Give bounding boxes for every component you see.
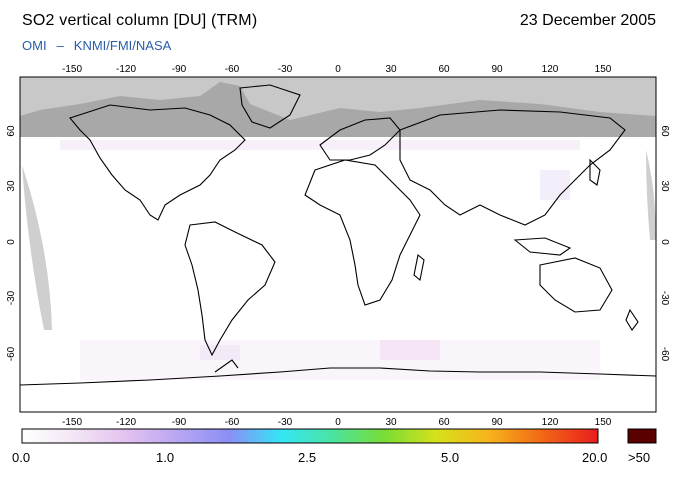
lat-tick-left: -60 [6, 346, 17, 361]
lon-tick-bottom: -150 [62, 417, 82, 428]
lat-tick-right: 0 [659, 239, 670, 245]
coastlines [20, 84, 656, 386]
lat-tick-right: 60 [659, 125, 670, 137]
lon-tick-top: -60 [225, 64, 240, 75]
lon-tick-bottom: -120 [116, 417, 136, 428]
lon-tick-bottom: -90 [172, 417, 187, 428]
colorbar-label: 20.0 [582, 450, 608, 465]
lon-tick-bottom: 150 [595, 417, 612, 428]
credit-institutions: KNMI/FMI/NASA [73, 38, 172, 53]
lat-ticks-left: 60 30 0 -30 -60 [6, 125, 17, 361]
lon-tick-bottom: 0 [335, 417, 341, 428]
lat-tick-left: 30 [6, 180, 17, 192]
lat-tick-left: -30 [6, 290, 17, 305]
colorbar-label: 5.0 [441, 450, 460, 465]
lat-tick-left: 0 [6, 239, 17, 245]
lat-tick-right: -60 [659, 347, 670, 362]
lon-tick-top: -30 [278, 64, 293, 75]
colorbar-label: 1.0 [156, 450, 175, 465]
lon-tick-top: 0 [335, 64, 341, 75]
credit-dash: – [56, 38, 64, 53]
lat-tick-left: 60 [6, 125, 17, 137]
lon-tick-bottom: -30 [278, 417, 293, 428]
lon-ticks-top: -150 -120 -90 -60 -30 0 30 60 90 120 150 [62, 64, 612, 75]
lon-tick-top: -90 [172, 64, 187, 75]
lon-tick-top: -150 [62, 64, 82, 75]
lon-tick-top: 60 [438, 64, 450, 75]
lon-tick-bottom: -60 [225, 417, 240, 428]
lat-ticks-right: 60 30 0 -30 -60 [659, 125, 670, 361]
lat-tick-right: -30 [659, 291, 670, 306]
lat-tick-right: 30 [659, 180, 670, 192]
colorbar-label: >50 [628, 450, 651, 465]
swath-gap-west [22, 165, 52, 330]
lon-tick-bottom: 90 [491, 417, 503, 428]
lon-tick-bottom: 30 [385, 417, 397, 428]
map-date: 23 December 2005 [519, 12, 656, 29]
colorbar [21, 428, 599, 444]
lon-tick-top: 90 [491, 64, 503, 75]
colorbar-label: 2.5 [298, 450, 317, 465]
colorbar-label: 0.0 [12, 450, 31, 465]
map-title: SO2 vertical column [DU] (TRM) [22, 12, 258, 29]
colorbar-max-swatch [627, 428, 657, 444]
lon-tick-bottom: 120 [542, 417, 559, 428]
lon-tick-top: 30 [385, 64, 397, 75]
credit-instrument: OMI [22, 38, 47, 53]
swath-gap-east [646, 150, 656, 240]
lon-tick-top: 120 [542, 64, 559, 75]
lon-ticks-bottom: -150 -120 -90 -60 -30 0 30 60 90 120 150 [62, 417, 612, 428]
lon-tick-top: -120 [116, 64, 136, 75]
lon-tick-bottom: 60 [438, 417, 450, 428]
polar-night-land [20, 82, 656, 137]
credit-line: OMI – KNMI/FMI/NASA [22, 38, 171, 53]
lon-tick-top: 150 [595, 64, 612, 75]
map-frame [19, 76, 657, 413]
